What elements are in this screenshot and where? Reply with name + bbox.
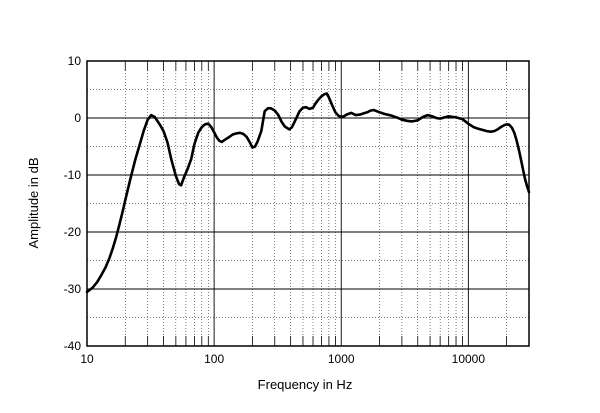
x-tick-label: 10000 [452, 352, 486, 366]
x-tick-label: 10 [80, 352, 94, 366]
series-layer [85, 92, 531, 294]
y-tick-label: -40 [64, 339, 82, 353]
x-tick-label: 100 [204, 352, 224, 366]
x-axis-label: Frequency in Hz [258, 377, 353, 392]
y-tick-label: -10 [64, 168, 82, 182]
plot-frame [86, 60, 530, 347]
y-axis-label: Amplitude in dB [26, 157, 41, 248]
grid [86, 60, 530, 347]
response-curve [85, 92, 531, 294]
y-tick-label: -20 [64, 225, 82, 239]
y-tick-label: 0 [74, 111, 81, 125]
y-tick-label: -30 [64, 282, 82, 296]
x-tick-label: 1000 [328, 352, 355, 366]
y-tick-label: 10 [68, 54, 82, 68]
